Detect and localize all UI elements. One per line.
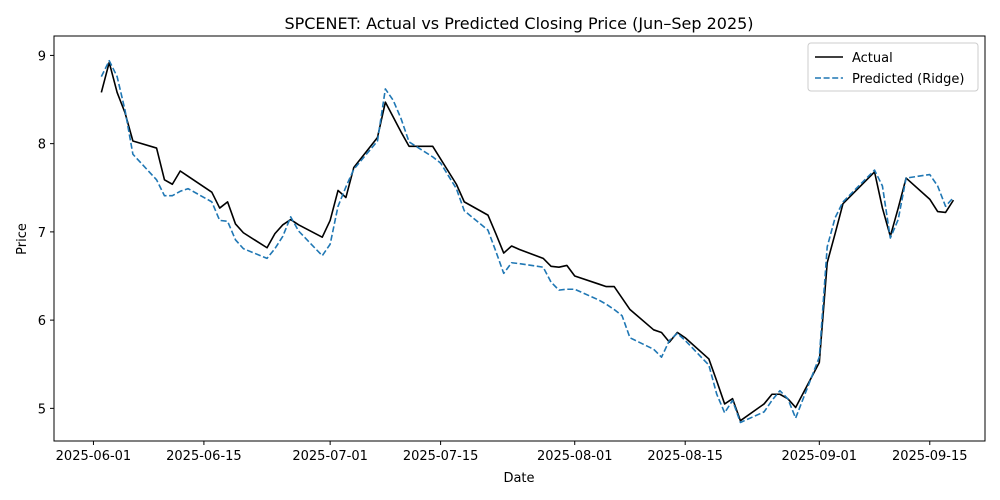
x-tick-label: 2025-09-01 bbox=[782, 449, 858, 464]
plot-frame bbox=[53, 35, 986, 442]
x-axis-label: Date bbox=[503, 471, 534, 486]
legend-entry: Actual bbox=[852, 51, 893, 66]
x-tick-label: 2025-06-15 bbox=[166, 449, 242, 464]
y-tick-label: 6 bbox=[38, 314, 46, 329]
chart-title: SPCENET: Actual vs Predicted Closing Pri… bbox=[284, 14, 753, 33]
y-tick-label: 5 bbox=[38, 402, 46, 417]
x-tick-label: 2025-07-01 bbox=[292, 449, 368, 464]
x-tick-label: 2025-08-15 bbox=[647, 449, 723, 464]
x-tick-label: 2025-06-01 bbox=[56, 449, 132, 464]
y-tick-label: 9 bbox=[38, 49, 46, 64]
x-tick-label: 2025-07-15 bbox=[403, 449, 479, 464]
series-line-predicted bbox=[100, 59, 955, 424]
y-tick-label: 7 bbox=[38, 226, 46, 241]
legend-box bbox=[807, 42, 979, 92]
legend: Actual Predicted (Ridge) bbox=[807, 42, 979, 92]
plot-lines bbox=[100, 59, 955, 424]
x-axis: 2025-06-01 2025-06-15 2025-07-01 2025-07-15… bbox=[56, 441, 968, 464]
series-line-actual bbox=[100, 61, 955, 422]
legend-entry: Predicted (Ridge) bbox=[852, 72, 964, 87]
x-tick-label: 2025-08-01 bbox=[537, 449, 613, 464]
y-axis-label: Price bbox=[15, 223, 30, 255]
x-tick-label: 2025-09-15 bbox=[892, 449, 968, 464]
y-axis: 5 6 7 8 9 bbox=[38, 49, 54, 417]
y-tick-label: 8 bbox=[38, 138, 46, 153]
